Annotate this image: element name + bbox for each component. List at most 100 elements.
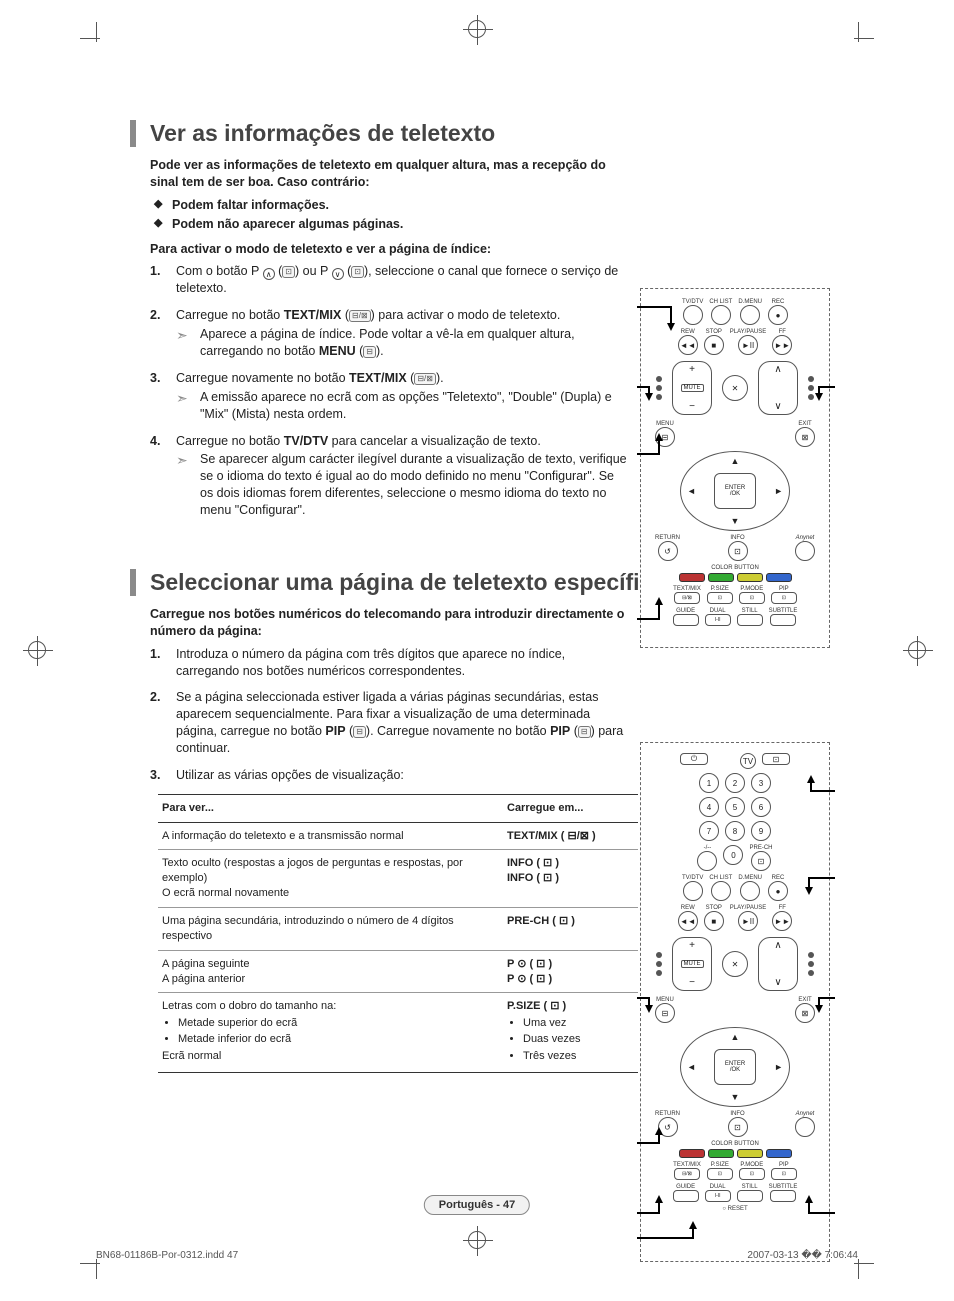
table-header: Carregue em... xyxy=(503,794,638,822)
remote-button xyxy=(711,881,731,901)
button-icon: ⊟/⊠ xyxy=(349,310,371,322)
num-button: 7 xyxy=(699,821,719,841)
remote-button: ⊡ xyxy=(762,753,790,765)
remote-button: ⊟ xyxy=(655,427,675,447)
remote-button xyxy=(711,305,731,325)
table-row: Texto oculto (respostas a jogos de pergu… xyxy=(158,850,638,908)
down-icon: ∨ xyxy=(332,268,344,280)
remote-button: ⊡ xyxy=(771,1168,797,1180)
num-button: 1 xyxy=(699,773,719,793)
remote-button: ⊟/⊠ xyxy=(674,592,700,604)
remote-button: ⊟ xyxy=(655,1003,675,1023)
num-button: 4 xyxy=(699,797,719,817)
channel-rocker: ∧∨ xyxy=(758,361,798,415)
remote-button: ◄◄ xyxy=(678,335,698,355)
step-note: Aparece a página de índice. Pode voltar … xyxy=(176,326,630,360)
channel-rocker: ∧∨ xyxy=(758,937,798,991)
remote-button: ⊡ xyxy=(728,541,748,561)
table-row: A informação do teletexto e a transmissã… xyxy=(158,822,638,850)
up-icon: ∧ xyxy=(263,268,275,280)
footer-timestamp: 2007-03-13 �� 7:06:44 xyxy=(747,1250,858,1261)
remote-diagram-1: TV/DTVCH LISTD.MENUREC● REW◄◄STOP■PLAY/P… xyxy=(640,288,830,648)
enter-button: ENTER/OK xyxy=(714,1049,756,1085)
remote-button xyxy=(673,614,699,626)
bullet-item: Podem faltar informações. xyxy=(154,197,630,214)
remote-button: ⊡ xyxy=(739,592,765,604)
num-button: 0 xyxy=(723,845,743,865)
remote-button xyxy=(770,1190,796,1202)
remote-button xyxy=(683,305,703,325)
step-item: Carregue novamente no botão TEXT/MIX (⊟/… xyxy=(150,370,630,423)
step-item: Utilizar as várias opções de visualizaçã… xyxy=(150,767,630,784)
enter-button: ENTER/OK xyxy=(714,473,756,509)
remote-button: ■ xyxy=(704,335,724,355)
remote-button: ■ xyxy=(704,911,724,931)
remote-button xyxy=(697,851,717,871)
remote-button xyxy=(770,614,796,626)
remote-button: ►► xyxy=(772,911,792,931)
remote-button: ⊡ xyxy=(751,851,771,871)
steps-list: Introduza o número da página com três dí… xyxy=(150,646,630,784)
nav-pad: ▲▼◄►ENTER/OK xyxy=(680,451,790,531)
num-button: 5 xyxy=(725,797,745,817)
nav-pad: ▲▼◄►ENTER/OK xyxy=(680,1027,790,1107)
step-item: Carregue no botão TEXT/MIX (⊟/⊠) para ac… xyxy=(150,307,630,360)
remote-button: ● xyxy=(768,881,788,901)
remote-button: ⊡ xyxy=(707,592,733,604)
num-button: 8 xyxy=(725,821,745,841)
mute-label: MUTE xyxy=(681,384,704,392)
footer-filename: BN68-01186B-Por-0312.indd 47 xyxy=(96,1250,238,1261)
remote-button: ↺ xyxy=(658,1117,678,1137)
remote-button xyxy=(795,1117,815,1137)
section-teletext-info: Ver as informações de teletexto Pode ver… xyxy=(130,120,830,519)
lead-text: Carregue nos botões numéricos do telecom… xyxy=(150,606,630,640)
remote-button xyxy=(683,881,703,901)
step-item: Carregue no botão TV/DTV para cancelar a… xyxy=(150,433,630,519)
num-button: 9 xyxy=(751,821,771,841)
remote-button xyxy=(740,881,760,901)
button-icon: ⊡ xyxy=(282,266,295,278)
volume-rocker: +MUTE− xyxy=(672,361,712,415)
remote-button: ⊡ xyxy=(707,1168,733,1180)
steps-list: Com o botão P ∧ (⊡) ou P ∨ (⊡), seleccio… xyxy=(150,263,630,519)
table-row: A página seguinteA página anterior P ⊙ (… xyxy=(158,950,638,993)
sub-heading: Para activar o modo de teletexto e ver a… xyxy=(150,241,630,258)
remote-button: ● xyxy=(768,305,788,325)
mute-button: ✕ xyxy=(722,375,748,401)
remote-button: ⊡ xyxy=(739,1168,765,1180)
print-footer: BN68-01186B-Por-0312.indd 47 2007-03-13 … xyxy=(96,1250,858,1261)
step-item: Introduza o número da página com três dí… xyxy=(150,646,630,680)
bullet-item: Podem não aparecer algumas páginas. xyxy=(154,216,630,233)
button-icon: ⊟ xyxy=(363,346,376,358)
remote-button: ►II xyxy=(738,335,758,355)
num-button: 6 xyxy=(751,797,771,817)
remote-button xyxy=(795,541,815,561)
step-item: Com o botão P ∧ (⊡) ou P ∨ (⊡), seleccio… xyxy=(150,263,630,297)
remote-diagram-2: ⏻TV⊡ 123 456 789 -/--0PRE-CH⊡ TV/DTVCH L… xyxy=(640,742,830,1262)
remote-button: I-II xyxy=(705,1190,731,1202)
remote-button: ↺ xyxy=(658,541,678,561)
remote-button: ⊠ xyxy=(795,427,815,447)
remote-button xyxy=(737,614,763,626)
button-icon: ⊟/⊠ xyxy=(414,373,436,385)
page-content: Ver as informações de teletexto Pode ver… xyxy=(130,120,830,1113)
remote-button xyxy=(740,305,760,325)
table-header: Para ver... xyxy=(158,794,503,822)
remote-label: COLOR BUTTON xyxy=(651,1141,819,1147)
remote-button: ►II xyxy=(738,911,758,931)
remote-button: ⊡ xyxy=(728,1117,748,1137)
lead-text: Pode ver as informações de teletexto em … xyxy=(150,157,630,191)
mute-button: ✕ xyxy=(722,951,748,977)
remote-button: ◄◄ xyxy=(678,911,698,931)
step-note: A emissão aparece no ecrã com as opções … xyxy=(176,389,630,423)
num-button: 3 xyxy=(751,773,771,793)
step-item: Se a página seleccionada estiver ligada … xyxy=(150,689,630,757)
power-button: ⏻ xyxy=(680,753,708,765)
remote-button: ⊡ xyxy=(771,592,797,604)
section-title: Ver as informações de teletexto xyxy=(130,120,830,147)
remote-button: ⊟/⊠ xyxy=(674,1168,700,1180)
bullet-list: Podem faltar informações. Podem não apar… xyxy=(150,197,630,233)
table-row: Letras com o dobro do tamanho na: Metade… xyxy=(158,993,638,1072)
table-row: Uma página secundária, introduzindo o nú… xyxy=(158,907,638,950)
button-icon: ⊟ xyxy=(578,726,591,738)
